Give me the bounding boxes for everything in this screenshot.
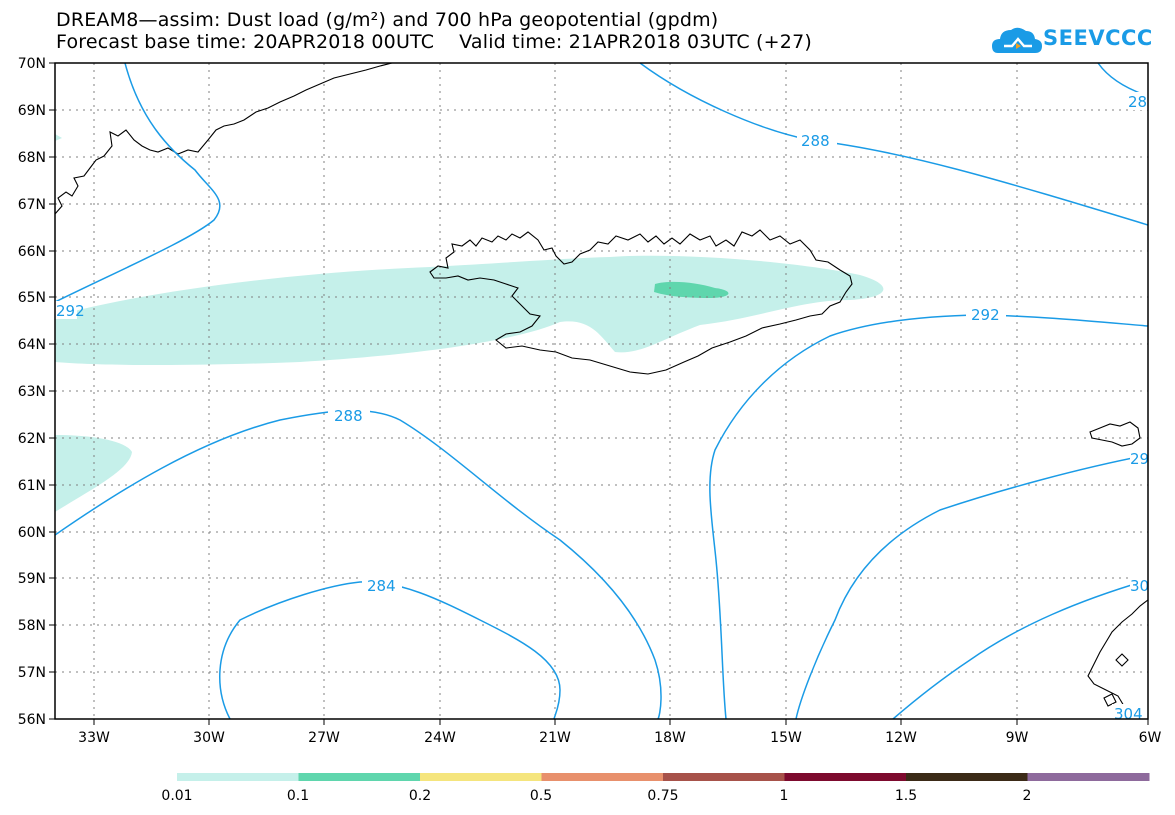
lat-label: 56N [18,712,46,728]
lon-label: 24W [424,730,456,746]
contour-label: 288 [801,132,830,150]
lon-label: 30W [193,730,225,746]
latitude-labels: 70N 69N 68N 67N 66N 65N 64N 63N 62N 61N … [18,56,46,728]
contour-label: 29 [1130,450,1149,468]
lon-label: 27W [308,730,340,746]
coast-greenland [55,63,393,215]
contour-300 [892,579,1148,719]
contour-label: 292 [971,306,1000,324]
lat-label: 58N [18,618,46,634]
contour-292-central [709,314,1148,719]
contour-label: 284 [367,577,396,595]
lon-label: 18W [654,730,686,746]
dust-plume-main [55,255,884,365]
logo-text: SEEVCCC [1043,26,1153,50]
contour-28-ne [1097,63,1148,97]
lon-label: 21W [539,730,571,746]
lon-label: 6W [1139,730,1162,746]
lat-label: 57N [18,665,46,681]
map-subtitle: Forecast base time: 20APR2018 00UTC Vali… [56,31,812,53]
cloud-icon [992,27,1042,53]
axis-ticks [49,62,1149,725]
lat-label: 60N [18,525,46,541]
contour-label: 304 [1114,705,1143,723]
contour-label: 288 [334,407,363,425]
contour-288-north [639,63,1148,226]
contour-labels: 288 292 288 284 292 29 30 304 28 [55,92,1149,723]
coast-scotland-north [1089,421,1141,447]
lat-label: 62N [18,431,46,447]
lon-label: 9W [1006,730,1029,746]
lon-label: 33W [78,730,110,746]
dust-layer [55,134,884,512]
lat-label: 66N [18,244,46,260]
lon-label: 12W [885,730,917,746]
dust-core [654,281,729,298]
lat-label: 70N [18,56,46,72]
coast-scotland-isles [1103,653,1129,707]
graticule [55,63,1148,719]
lat-label: 65N [18,290,46,306]
contour-296 [795,454,1148,719]
lat-label: 59N [18,571,46,587]
contour-label: 28 [1128,93,1147,111]
map-title: DREAM8—assim: Dust load (g/m²) and 700 h… [56,9,719,31]
contour-288-south [55,409,662,719]
lat-label: 63N [18,384,46,400]
dust-plume-south [55,435,132,512]
lat-label: 69N [18,103,46,119]
dust-plume-north-edge [55,134,62,141]
coast-scotland [1087,599,1148,719]
contour-label: 292 [56,302,85,320]
contour-292-west [55,63,221,303]
lon-label: 15W [770,730,802,746]
contour-284 [219,581,561,719]
contour-label: 30 [1130,577,1149,595]
coast-iceland [429,229,853,375]
longitude-labels: 33W 30W 27W 24W 21W 18W 15W 12W 9W 6W [78,730,1161,746]
lat-label: 61N [18,478,46,494]
lat-label: 64N [18,337,46,353]
lat-label: 67N [18,197,46,213]
lat-label: 68N [18,150,46,166]
